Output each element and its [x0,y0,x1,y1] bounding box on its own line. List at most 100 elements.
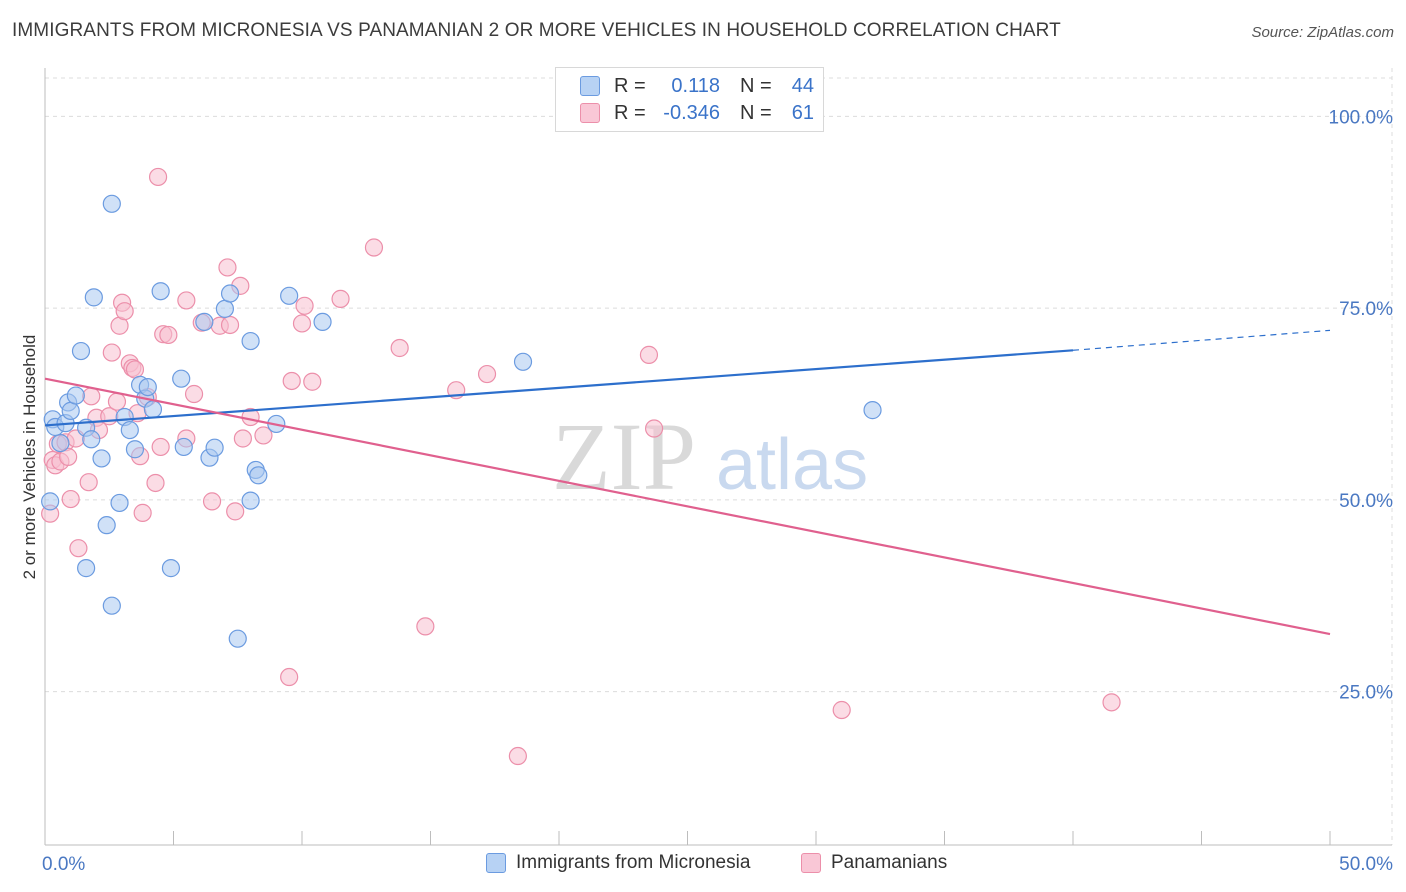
legend-r-value: -0.346 [663,101,720,124]
data-point-panamanians [282,371,301,391]
data-point-micronesia [77,559,96,578]
data-point-micronesia [61,401,80,420]
data-point-panamanians [233,429,252,448]
data-point-panamanians [159,325,178,345]
data-point-micronesia [205,438,224,457]
bottom-legend-swatch-blue [486,853,506,873]
y-tick-label: 25.0% [1339,683,1393,704]
data-point-panamanians [82,387,101,406]
chart-title: IMMIGRANTS FROM MICRONESIA VS PANAMANIAN… [12,20,1061,41]
data-point-panamanians [295,296,314,315]
y-tick-label: 50.0% [1339,491,1393,512]
data-point-micronesia [249,466,268,485]
data-point-micronesia [241,491,260,510]
series-micronesia-points [41,194,882,648]
data-point-panamanians [151,437,170,457]
data-point-micronesia [241,331,260,351]
data-point-micronesia [172,369,191,388]
data-point-panamanians [280,667,299,687]
data-point-micronesia [215,299,234,318]
legend-n-label: N = [740,101,772,124]
data-point-panamanians [220,315,240,335]
data-point-panamanians [416,617,435,636]
data-point-micronesia [102,194,121,213]
trend-line-panamanians [44,377,1331,636]
data-point-micronesia [220,284,240,303]
data-point-panamanians [69,539,88,558]
legend-n-value: 44 [791,74,814,97]
data-point-panamanians [1102,693,1121,712]
legend-r-label: R = [614,74,646,97]
legend-n-label: N = [740,74,772,97]
data-point-panamanians [79,473,98,492]
data-point-micronesia [863,401,882,420]
data-point-panamanians [184,384,204,404]
data-point-micronesia [228,629,247,648]
legend-r-label: R = [614,101,646,124]
legend-row-panamanians: R = -0.346 N = 61 [580,100,814,126]
trend-line-micronesia-extension [1072,329,1331,351]
legend-n-value: 61 [791,101,814,124]
bottom-legend-panamanians: Panamanians [801,852,947,874]
data-point-panamanians [331,289,350,308]
data-point-panamanians [202,492,222,511]
data-point-micronesia [195,312,214,332]
y-tick-label: 100.0% [1329,107,1394,128]
data-point-panamanians [61,489,80,509]
data-point-micronesia [313,312,332,332]
x-tick-label: 0.0% [42,854,85,875]
source-credit: Source: ZipAtlas.com [1251,24,1394,41]
bottom-legend-label-micronesia: Immigrants from Micronesia [516,852,751,873]
legend-swatch-pink [580,103,600,123]
data-point-micronesia [71,341,91,361]
stats-legend: R = 0.118 N = 44 R = -0.346 N = 61 [555,67,824,132]
data-point-panamanians [390,338,409,358]
data-point-panamanians [303,372,322,391]
data-point-micronesia [174,437,193,457]
data-point-panamanians [292,314,312,333]
data-point-panamanians [133,503,152,522]
data-point-panamanians [639,345,659,364]
data-point-micronesia [280,286,299,305]
grid-lines [45,68,1393,845]
data-point-panamanians [148,167,168,187]
bottom-legend-swatch-pink [801,853,821,873]
data-point-panamanians [59,447,78,466]
watermark-atlas: atlas [716,425,868,505]
data-point-micronesia [92,449,111,468]
data-point-micronesia [66,386,85,405]
trend-lines [44,329,1331,636]
data-point-micronesia [513,352,533,371]
bottom-legend-label-panamanians: Panamanians [831,852,948,873]
data-point-panamanians [508,746,527,766]
data-point-micronesia [82,430,101,449]
legend-row-micronesia: R = 0.118 N = 44 [580,73,814,99]
watermark: ZIP atlas [552,403,868,510]
data-point-panamanians [102,343,121,362]
data-point-micronesia [84,288,103,307]
data-point-panamanians [477,364,497,384]
data-point-micronesia [161,559,181,578]
data-point-panamanians [364,238,384,257]
x-tick-label: 50.0% [1339,854,1393,875]
data-point-micronesia [138,378,157,397]
data-point-micronesia [110,493,129,513]
bottom-legend-micronesia: Immigrants from Micronesia [486,852,750,874]
data-point-micronesia [41,492,60,511]
data-point-panamanians [226,502,245,521]
data-point-panamanians [107,392,127,411]
data-point-panamanians [832,700,851,720]
y-axis-label: 2 or more Vehicles in Household [20,335,39,580]
data-point-panamanians [177,291,196,310]
data-point-panamanians [218,258,237,277]
watermark-zip: ZIP [552,403,696,510]
data-point-micronesia [151,282,170,301]
data-point-micronesia [102,596,121,615]
data-point-micronesia [97,516,116,535]
legend-r-value: 0.118 [671,74,720,97]
legend-swatch-blue [580,76,600,96]
tick-labels: 25.0% 50.0% 75.0% 100.0% 0.0% 50.0% [42,107,1393,875]
data-point-micronesia [120,420,139,440]
data-point-panamanians [115,302,134,321]
